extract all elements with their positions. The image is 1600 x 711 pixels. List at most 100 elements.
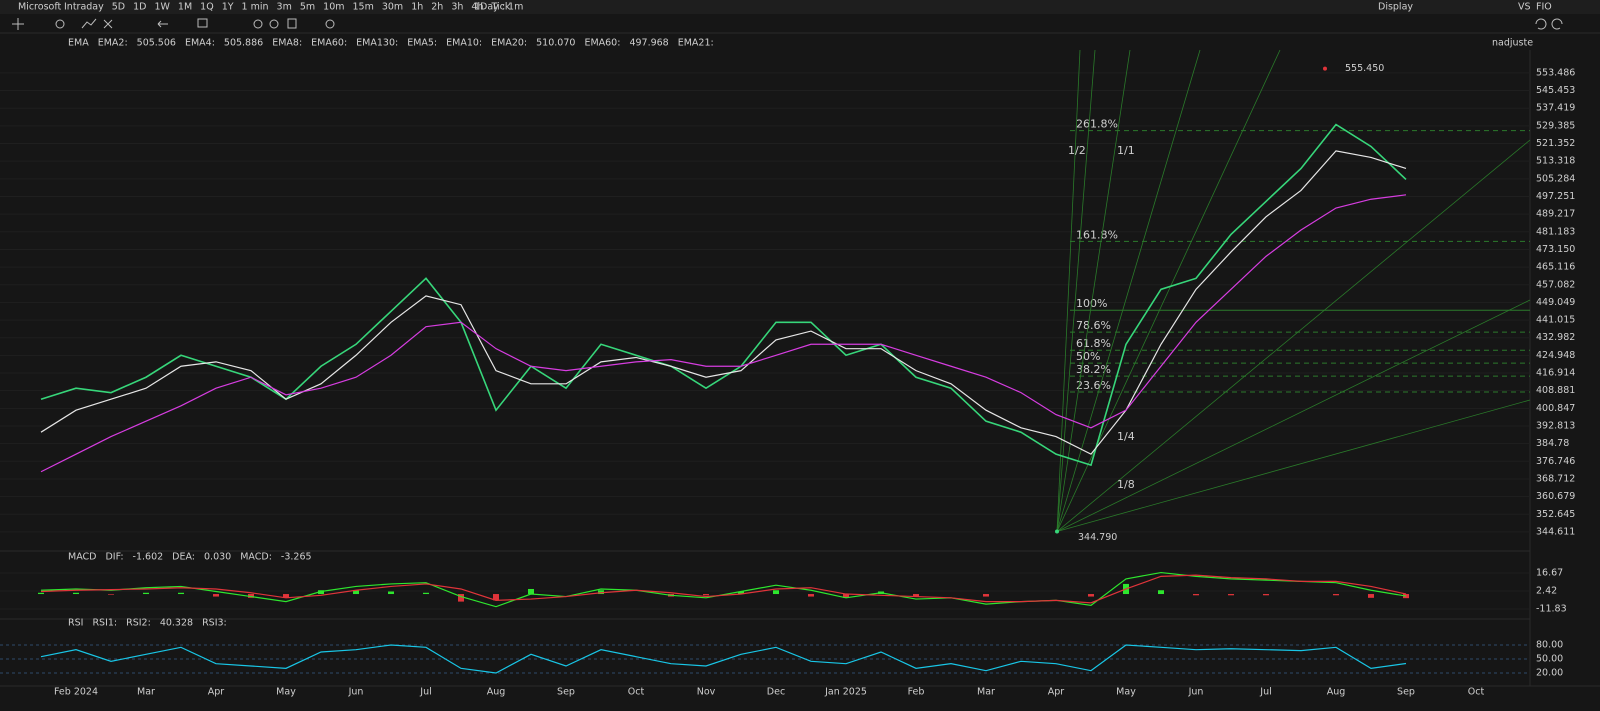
interval-select[interactable]: 1Day : 1m bbox=[474, 2, 523, 13]
period-button[interactable]: 3h bbox=[451, 2, 463, 13]
macd-bar bbox=[458, 594, 464, 602]
gann-label: 1/2 bbox=[1068, 144, 1086, 157]
legend-value: 497.968 bbox=[629, 38, 668, 49]
y-tick-label: 465.116 bbox=[1536, 262, 1575, 273]
x-tick-label: Nov bbox=[697, 687, 716, 698]
macd-bar bbox=[738, 591, 744, 595]
period-button[interactable]: 5m bbox=[300, 2, 315, 13]
legend-name: EMA21: bbox=[678, 38, 714, 49]
period-button[interactable]: 1M bbox=[178, 2, 192, 13]
redo[interactable] bbox=[1551, 18, 1563, 30]
indicator-name[interactable]: EMA bbox=[68, 38, 89, 49]
tool-icon[interactable] bbox=[157, 20, 168, 28]
legend-name: EMA5: bbox=[407, 38, 437, 49]
y-tick-label: 521.352 bbox=[1536, 138, 1575, 149]
legend-value: 0.030 bbox=[204, 552, 231, 563]
macd-bar bbox=[423, 592, 429, 595]
period-button[interactable]: 4h bbox=[471, 2, 483, 13]
period-button[interactable]: 1h bbox=[411, 2, 423, 13]
chart-layer: Microsoft Intraday 5D 1D 1W 1M 1Q 1Y 1 min 3m 5m 10… bbox=[0, 2, 1575, 698]
fio-button[interactable]: FIO bbox=[1536, 2, 1552, 13]
y-tick-label: 441.015 bbox=[1536, 315, 1575, 326]
adjust-select[interactable]: nadjuste bbox=[1492, 38, 1533, 49]
tool-icon[interactable] bbox=[325, 19, 335, 29]
legend-name: EMA10: bbox=[446, 38, 482, 49]
legend-value: 505.506 bbox=[137, 38, 176, 49]
high-label: 555.450 bbox=[1345, 63, 1384, 74]
legend-value: 505.886 bbox=[224, 38, 263, 49]
x-tick-label: Feb bbox=[908, 687, 925, 698]
macd-bar bbox=[1088, 594, 1094, 597]
period-button[interactable]: 15m bbox=[353, 2, 374, 13]
legend-name: EMA8: bbox=[272, 38, 302, 49]
tool-icon[interactable] bbox=[55, 19, 65, 29]
legend-name: EMA60: bbox=[584, 38, 620, 49]
legend-name: MACD: bbox=[240, 552, 272, 563]
legend-name: RSI2: bbox=[126, 618, 151, 629]
tool-icon[interactable] bbox=[103, 19, 113, 29]
period-button[interactable]: 1Y bbox=[222, 2, 234, 13]
period-button[interactable]: 1W bbox=[154, 2, 170, 13]
tool-icon[interactable] bbox=[287, 18, 297, 29]
legend-name: EMA20: bbox=[491, 38, 527, 49]
period-button[interactable]: Intraday bbox=[64, 2, 104, 13]
period-button[interactable]: 1Q bbox=[200, 2, 214, 13]
y-tick-label: 473.150 bbox=[1536, 244, 1575, 255]
legend-name: EMA60: bbox=[311, 38, 347, 49]
period-button[interactable]: 2h bbox=[431, 2, 443, 13]
gann-label: 1/8 bbox=[1117, 478, 1135, 491]
y-tick-label: 505.284 bbox=[1536, 173, 1575, 184]
indicator-name[interactable]: MACD bbox=[68, 552, 96, 563]
gann-line bbox=[1056, 49, 1281, 532]
y-tick-label: 384.78 bbox=[1536, 438, 1569, 449]
fib-label: 78.6% bbox=[1076, 319, 1111, 332]
display-menu[interactable]: Display bbox=[1378, 2, 1413, 13]
macd-line bbox=[40, 571, 1407, 608]
tool-icon[interactable] bbox=[81, 18, 97, 29]
gann-line bbox=[1056, 49, 1081, 532]
y-tick-label: 50.00 bbox=[1536, 654, 1563, 665]
period-button[interactable]: 5D bbox=[112, 2, 125, 13]
x-tick-label: Apr bbox=[208, 687, 225, 698]
period-button[interactable]: 30m bbox=[382, 2, 403, 13]
indicator-name[interactable]: RSI bbox=[68, 618, 83, 629]
gann-label: 1/4 bbox=[1117, 430, 1135, 443]
tool-icon[interactable] bbox=[253, 19, 263, 29]
macd-bar bbox=[1333, 594, 1339, 596]
period-button[interactable]: Tick bbox=[491, 2, 511, 13]
symbol[interactable]: Microsoft bbox=[18, 2, 62, 13]
period-button[interactable]: 1 min bbox=[242, 2, 269, 13]
tool-icon[interactable] bbox=[269, 19, 279, 29]
macd-bar bbox=[38, 592, 44, 595]
y-tick-label: 457.082 bbox=[1536, 279, 1575, 290]
macd-bar bbox=[808, 594, 814, 597]
x-tick-label: Jun bbox=[1188, 687, 1204, 698]
legend-name: DIF: bbox=[105, 552, 123, 563]
period-button[interactable]: 3m bbox=[277, 2, 292, 13]
period-button[interactable]: 10m bbox=[323, 2, 344, 13]
y-tick-label: 481.183 bbox=[1536, 226, 1575, 237]
compare-button[interactable]: VS bbox=[1518, 2, 1531, 13]
y-tick-label: 2.42 bbox=[1536, 585, 1557, 596]
macd-bar bbox=[318, 590, 324, 595]
crosshair-tool[interactable] bbox=[12, 18, 24, 30]
legend-name: DEA: bbox=[172, 552, 195, 563]
drawing-tools[interactable] bbox=[12, 18, 1563, 30]
macd-bar bbox=[73, 592, 79, 595]
y-tick-label: 400.847 bbox=[1536, 403, 1575, 414]
macd-bar bbox=[108, 594, 114, 595]
price-line bbox=[40, 194, 1407, 473]
macd-bar bbox=[913, 594, 919, 597]
y-tick-label: 513.318 bbox=[1536, 156, 1575, 167]
gann-line bbox=[1056, 49, 1096, 532]
legend-name: EMA4: bbox=[185, 38, 215, 49]
undo[interactable] bbox=[1535, 18, 1547, 30]
y-tick-label: 344.611 bbox=[1536, 526, 1575, 537]
y-tick-label: 449.049 bbox=[1536, 297, 1575, 308]
tool-icon[interactable] bbox=[197, 18, 208, 28]
macd-bar bbox=[1228, 594, 1234, 596]
period-button[interactable]: 1D bbox=[133, 2, 146, 13]
legend-name: EMA130: bbox=[356, 38, 398, 49]
macd-bar bbox=[353, 590, 359, 595]
x-tick-label: Oct bbox=[628, 687, 645, 698]
